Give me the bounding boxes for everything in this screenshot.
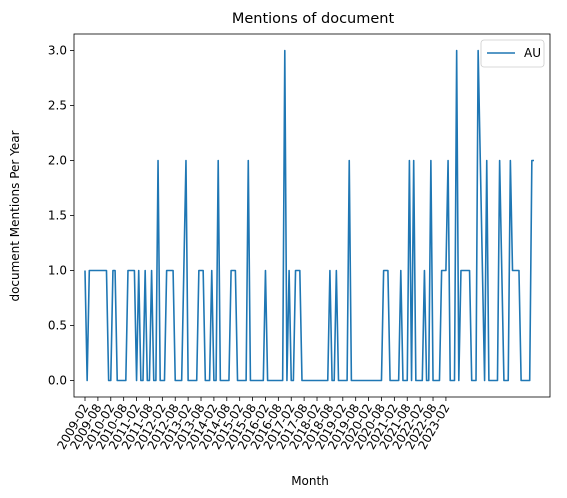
chart-title: Mentions of document [232,11,395,27]
y-tick-label: 2.0 [48,154,67,168]
series-line-au [84,49,534,382]
y-axis-label: document Mentions Per Year [8,130,22,301]
y-tick-label: 3.0 [48,44,67,58]
y-tick-label: 2.5 [48,99,67,113]
y-tick-label: 1.5 [48,209,67,223]
legend-label-au: AU [524,46,541,60]
x-axis-label: Month [291,474,329,488]
legend: AU [480,39,545,68]
y-tick-label: 1.0 [48,264,67,278]
axes-frame [73,33,551,398]
y-tick-label: 0.0 [48,374,67,388]
y-tick-label: 0.5 [48,319,67,333]
